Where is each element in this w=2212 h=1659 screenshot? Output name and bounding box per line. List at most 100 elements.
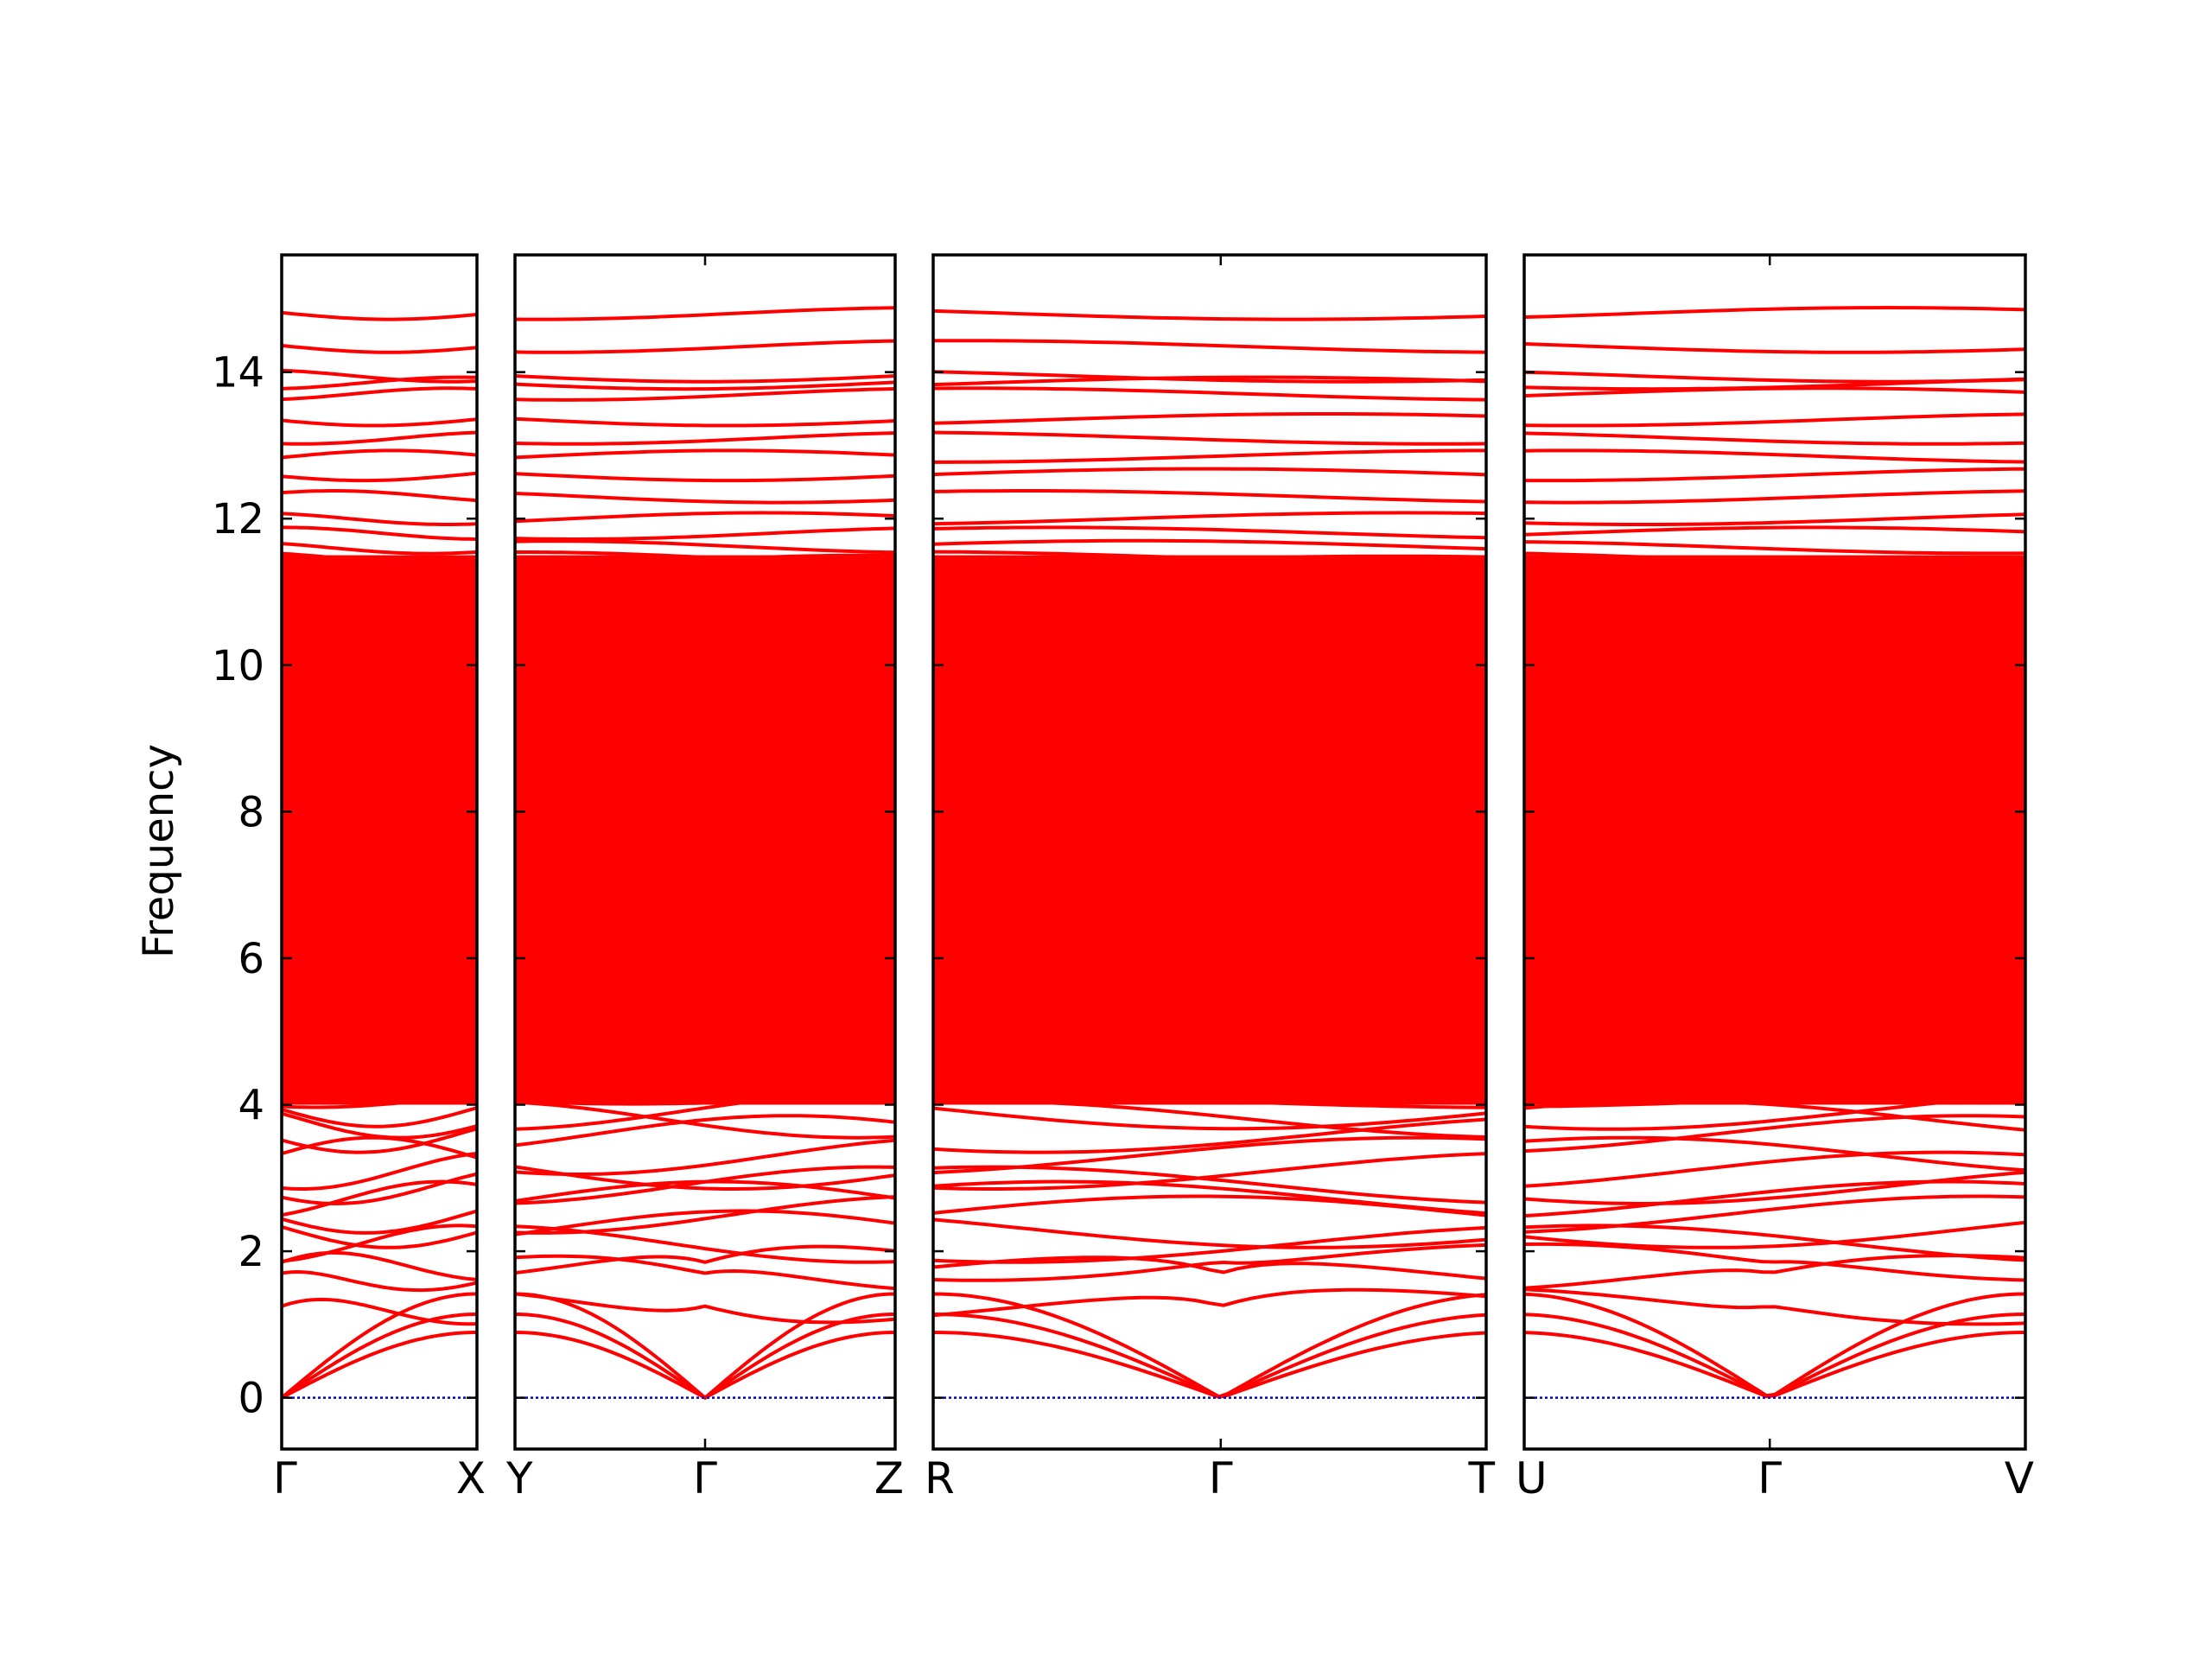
band-line [515, 778, 895, 790]
band-line [1524, 915, 2025, 931]
band-line [933, 412, 1486, 425]
band-line [515, 416, 895, 428]
band-line [1524, 601, 2025, 613]
band-line [933, 635, 1486, 648]
band-line [282, 750, 477, 766]
band-line [1524, 747, 2025, 758]
band-line [515, 553, 895, 569]
band-line [1524, 1313, 2025, 1398]
band-line [1524, 573, 2025, 588]
band-line [933, 1287, 1486, 1318]
band-line [515, 374, 895, 384]
band-line [933, 771, 1486, 781]
band-line [1524, 972, 2025, 986]
band-line [1524, 305, 2025, 319]
band-line [1524, 551, 2025, 566]
band-line [282, 831, 477, 847]
band-line [933, 877, 1486, 891]
band-line [933, 626, 1486, 637]
band-line [515, 1244, 895, 1275]
x-tick-label: Z [874, 1453, 904, 1503]
band-line [515, 874, 895, 890]
x-tick-label: Y [505, 1453, 533, 1503]
band-line [1524, 370, 2025, 384]
band-line [933, 620, 1486, 632]
band-line [282, 766, 477, 781]
band-line [1524, 851, 2025, 864]
band-line [282, 654, 477, 670]
band-line [933, 683, 1486, 694]
band-line [515, 1209, 895, 1236]
band-line [933, 800, 1486, 814]
band-line [282, 918, 477, 932]
band-line [515, 626, 895, 639]
band-line [933, 308, 1486, 321]
band-line [1524, 540, 2025, 556]
band-line [933, 918, 1486, 933]
band-line [933, 757, 1486, 771]
band-line [933, 386, 1486, 402]
band-line [515, 511, 895, 524]
band-line [282, 1007, 477, 1021]
band-line [1524, 656, 2025, 667]
band-line [282, 1127, 477, 1154]
band-line [1524, 779, 2025, 795]
panel-frame [1522, 253, 2027, 1451]
band-line [282, 638, 477, 652]
y-tick-label: 14 [212, 349, 264, 397]
band-line [515, 550, 895, 566]
panel-R-gamma-T [931, 253, 1488, 1451]
band-line [933, 511, 1486, 526]
band-line [515, 539, 895, 555]
band-line [515, 802, 895, 817]
x-tick-label: Γ [273, 1453, 297, 1503]
band-line [515, 1093, 895, 1106]
band-line [1524, 1242, 2025, 1282]
band-line [282, 882, 477, 895]
band-line [282, 1313, 477, 1400]
band-line [282, 903, 477, 916]
band-lines [933, 308, 1486, 1399]
band-line [933, 957, 1486, 973]
band-lines [282, 310, 477, 1400]
band-line [933, 937, 1486, 949]
band-line [1524, 431, 2025, 446]
band-line [933, 525, 1486, 540]
band-line [933, 1292, 1486, 1399]
band-line [282, 704, 477, 720]
band-line [515, 766, 895, 781]
band-line [282, 978, 477, 994]
band-line [282, 1292, 477, 1400]
band-line [515, 1065, 895, 1078]
band-line [282, 375, 477, 391]
band-line [515, 1138, 895, 1176]
band-line [515, 583, 895, 594]
band-line [282, 525, 477, 541]
band-line [515, 798, 895, 808]
band-line [1524, 686, 2025, 699]
band-line [282, 1297, 477, 1326]
band-line [1524, 709, 2025, 719]
band-line [933, 448, 1486, 464]
band-line [1524, 1287, 2025, 1326]
band-line [515, 621, 895, 634]
band-line [1524, 875, 2025, 892]
band-line [515, 431, 895, 446]
band-line [282, 1077, 477, 1088]
band-line [515, 1292, 895, 1325]
x-tick-label: U [1516, 1453, 1548, 1503]
band-line [282, 1056, 477, 1066]
band-line [933, 1004, 1486, 1018]
band-line [1524, 832, 2025, 845]
band-line [515, 664, 895, 677]
band-line [515, 945, 895, 958]
band-line [933, 1012, 1486, 1023]
band-line [282, 579, 477, 591]
band-line [515, 931, 895, 948]
band-line [1524, 734, 2025, 750]
band-line [1524, 696, 2025, 707]
band-line [282, 551, 477, 566]
y-tick-label: 12 [212, 495, 264, 543]
